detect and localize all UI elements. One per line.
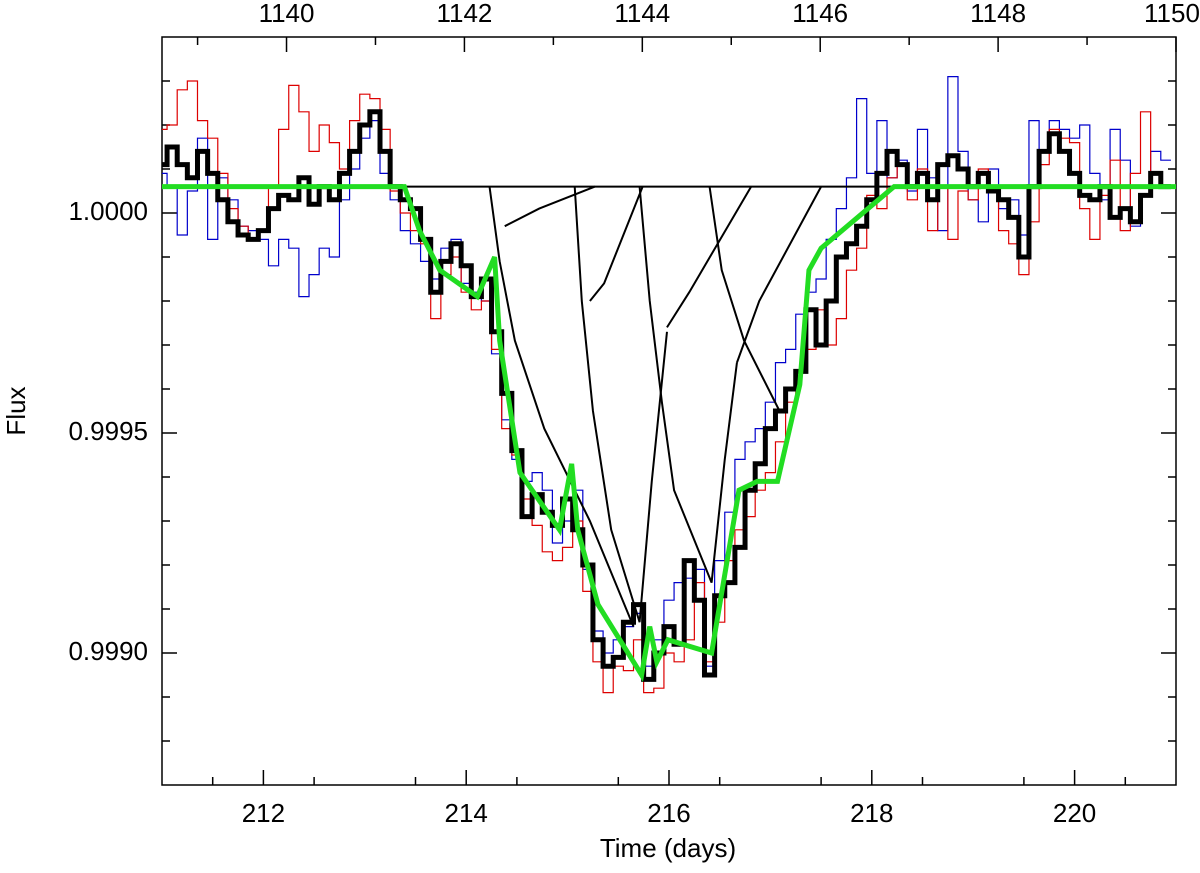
- step-line: [162, 76, 1171, 667]
- model-line: [638, 186, 738, 583]
- x2-tick-label: 1150: [1144, 0, 1200, 28]
- x2-tick-label: 1140: [259, 0, 315, 28]
- model-line: [162, 184, 1176, 682]
- y-tick-label: 0.9995: [68, 416, 148, 446]
- x-tick-label: 220: [1053, 798, 1096, 828]
- model-line: [504, 185, 596, 228]
- model-line: [589, 186, 644, 302]
- model-line: [708, 186, 781, 412]
- y-axis-label: Flux: [1, 386, 31, 435]
- x-axis-label: Time (days): [600, 833, 736, 863]
- x2-tick-label: 1142: [436, 0, 492, 28]
- x-tick-label: 216: [647, 798, 690, 828]
- x2-tick-label: 1146: [792, 0, 848, 28]
- model-line: [573, 186, 668, 623]
- model-line: [488, 186, 635, 627]
- plot-frame: [161, 36, 1177, 786]
- y-tick-label: 0.9990: [68, 636, 148, 666]
- step-line: [162, 109, 1171, 682]
- x2-tick-label: 1148: [970, 0, 1026, 28]
- x-tick-label: 212: [242, 798, 285, 828]
- x-tick-label: 214: [445, 798, 488, 828]
- model-line: [666, 186, 752, 328]
- model-line: [735, 186, 822, 363]
- y-tick-label: 1.0000: [68, 196, 148, 226]
- step-line: [162, 80, 1171, 694]
- x2-tick-label: 1144: [614, 0, 670, 28]
- x-tick-label: 218: [850, 798, 893, 828]
